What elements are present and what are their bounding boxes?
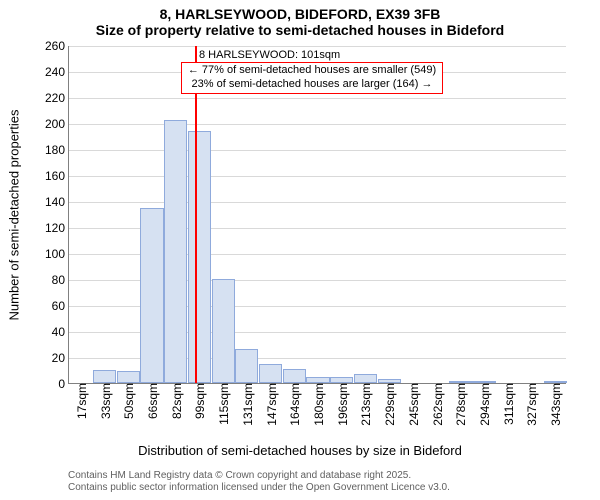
y-tick-label: 160 [45, 169, 69, 183]
x-tick-label: 213sqm [357, 383, 373, 426]
y-tick-label: 220 [45, 91, 69, 105]
x-tick-label: 17sqm [73, 383, 89, 419]
attribution-line-1: Contains HM Land Registry data © Crown c… [68, 470, 450, 482]
chart-title: 8, HARLSEYWOOD, BIDEFORD, EX39 3FB Size … [0, 6, 600, 38]
x-tick-label: 196sqm [334, 383, 350, 426]
x-tick-label: 50sqm [120, 383, 136, 419]
x-tick-label: 327sqm [523, 383, 539, 426]
reference-line [195, 46, 197, 383]
y-tick-label: 100 [45, 247, 69, 261]
y-tick-label: 200 [45, 117, 69, 131]
x-tick-label: 82sqm [168, 383, 184, 419]
y-tick-label: 0 [58, 377, 69, 391]
gridline [69, 98, 566, 99]
x-tick-label: 115sqm [215, 383, 231, 425]
histogram-bar [164, 120, 187, 383]
histogram-bar [212, 279, 235, 383]
histogram-bar [283, 369, 306, 383]
plot-area: 02040608010012014016018020022024026017sq… [68, 46, 566, 384]
x-tick-label: 278sqm [452, 383, 468, 426]
annotation-line-2: 23% of semi-detached houses are larger (… [184, 78, 440, 92]
y-tick-label: 120 [45, 221, 69, 235]
y-tick-label: 260 [45, 39, 69, 53]
gridline [69, 46, 566, 47]
x-tick-label: 262sqm [429, 383, 445, 426]
histogram-bar [235, 349, 258, 383]
x-tick-label: 343sqm [547, 383, 563, 426]
gridline [69, 202, 566, 203]
y-tick-label: 140 [45, 195, 69, 209]
y-tick-label: 40 [52, 325, 69, 339]
annotation-line-1: ← 77% of semi-detached houses are smalle… [184, 64, 440, 78]
x-tick-label: 180sqm [310, 383, 326, 426]
x-tick-label: 33sqm [97, 383, 113, 419]
x-tick-label: 164sqm [286, 383, 302, 426]
histogram-bar [140, 208, 163, 384]
attribution-line-2: Contains public sector information licen… [68, 482, 450, 494]
histogram-bar [259, 364, 282, 384]
reference-label: 8 HARLSEYWOOD: 101sqm [199, 49, 340, 61]
histogram-bar [188, 131, 211, 383]
x-axis-label: Distribution of semi-detached houses by … [0, 443, 600, 458]
y-axis-label: Number of semi-detached properties [7, 110, 22, 321]
x-tick-label: 294sqm [476, 383, 492, 426]
y-tick-label: 240 [45, 65, 69, 79]
y-tick-label: 80 [52, 273, 69, 287]
gridline [69, 150, 566, 151]
x-tick-label: 311sqm [500, 383, 516, 425]
x-tick-label: 245sqm [405, 383, 421, 426]
gridline [69, 124, 566, 125]
title-line-2: Size of property relative to semi-detach… [0, 22, 600, 38]
y-tick-label: 180 [45, 143, 69, 157]
x-tick-label: 131sqm [239, 383, 255, 426]
histogram-bar [93, 370, 116, 383]
x-tick-label: 229sqm [381, 383, 397, 426]
histogram-bar [117, 371, 140, 383]
gridline [69, 176, 566, 177]
annotation-box: ← 77% of semi-detached houses are smalle… [181, 62, 443, 94]
x-tick-label: 66sqm [144, 383, 160, 419]
attribution: Contains HM Land Registry data © Crown c… [68, 470, 450, 493]
y-tick-label: 20 [52, 351, 69, 365]
x-tick-label: 99sqm [191, 383, 207, 419]
y-tick-label: 60 [52, 299, 69, 313]
histogram-chart: 8, HARLSEYWOOD, BIDEFORD, EX39 3FB Size … [0, 0, 600, 500]
title-line-1: 8, HARLSEYWOOD, BIDEFORD, EX39 3FB [0, 6, 600, 22]
histogram-bar [354, 374, 377, 383]
x-tick-label: 147sqm [263, 383, 279, 426]
